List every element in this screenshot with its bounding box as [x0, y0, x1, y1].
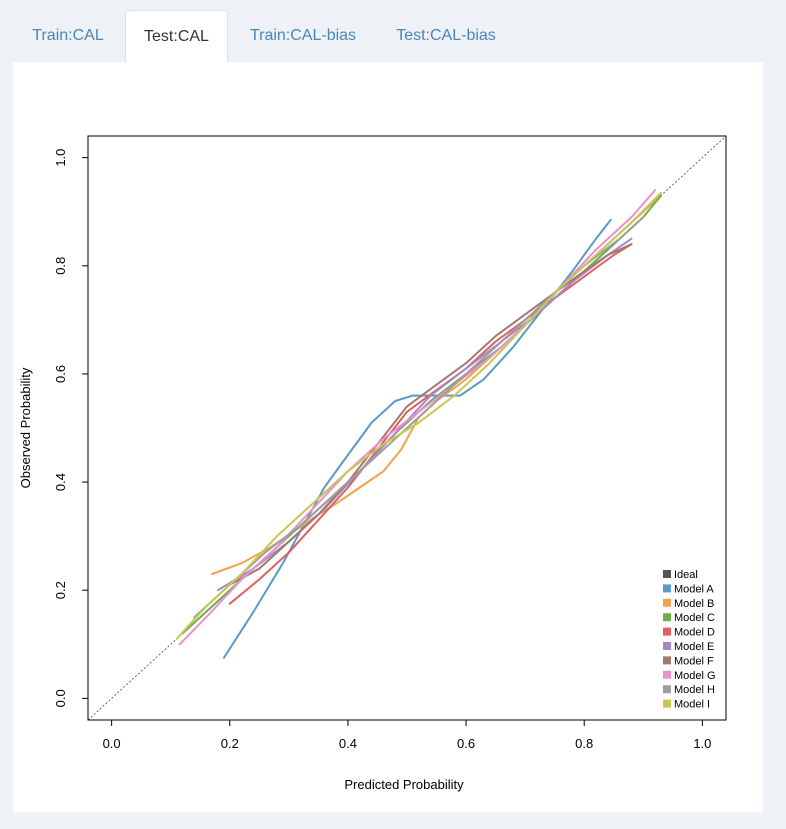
legend-label-model-e: Model E — [674, 641, 714, 653]
y-tick-label-0-0: 0.0 — [53, 689, 68, 707]
series-layer — [175, 189, 662, 659]
series-line-model-g — [178, 189, 657, 646]
legend-label-ideal: Ideal — [674, 569, 698, 581]
legend-label-model-h: Model H — [674, 684, 715, 696]
series-line-model-f — [228, 243, 633, 586]
tab-train-cal-bias[interactable]: Train:CAL-bias — [249, 27, 357, 44]
legend: Ideal Model A Model B Model C Model D Model E… — [663, 569, 716, 711]
y-tick-label-0-4: 0.4 — [53, 473, 68, 491]
chart-panel: 0.0 0.2 0.4 0.6 0.8 1.0 0.0 0.2 0.4 0.6 0.8 1.0 Pr… — [13, 62, 763, 812]
legend-swatch-model-a — [663, 584, 671, 593]
legend-label-model-i: Model I — [674, 699, 710, 711]
legend-label-model-a: Model A — [674, 583, 714, 595]
legend-swatch-model-g — [663, 670, 671, 679]
legend-swatch-model-i — [663, 699, 671, 708]
x-axis-label: Predicted Probability — [344, 777, 464, 792]
y-axis: 0.0 0.2 0.4 0.6 0.8 1.0 — [53, 149, 88, 707]
series-line-model-e — [217, 237, 633, 592]
x-tick-label-0-0: 0.0 — [103, 736, 121, 751]
tab-test-cal-bias[interactable]: Test:CAL-bias — [396, 27, 496, 44]
y-tick-label-0-8: 0.8 — [53, 257, 68, 275]
legend-swatch-model-h — [663, 685, 671, 694]
legend-swatch-model-d — [663, 627, 671, 636]
x-tick-label-0-4: 0.4 — [339, 736, 357, 751]
x-tick-label-0-8: 0.8 — [575, 736, 593, 751]
x-tick-label-1-0: 1.0 — [693, 736, 711, 751]
x-tick-label-0-2: 0.2 — [221, 736, 239, 751]
y-tick-label-0-6: 0.6 — [53, 365, 68, 383]
legend-swatch-model-f — [663, 656, 671, 665]
series-line-model-i — [175, 191, 662, 640]
tab-test-cal[interactable]: Test:CAL — [125, 10, 228, 63]
calibration-chart: 0.0 0.2 0.4 0.6 0.8 1.0 0.0 0.2 0.4 0.6 0.8 1.0 Pr… — [18, 135, 727, 792]
legend-swatch-model-e — [663, 642, 671, 650]
y-tick-label-1-0: 1.0 — [53, 149, 68, 167]
tab-bar: Train:CAL Test:CAL Train:CAL-bias Test:C… — [0, 0, 786, 63]
x-tick-label-0-6: 0.6 — [457, 736, 475, 751]
legend-swatch-model-c — [663, 613, 671, 622]
series-line-model-d — [228, 243, 633, 605]
x-axis: 0.0 0.2 0.4 0.6 0.8 1.0 — [103, 720, 711, 751]
legend-swatch-ideal — [663, 570, 671, 578]
series-line-model-a — [222, 218, 612, 659]
plot-frame — [87, 135, 727, 721]
legend-label-model-f: Model F — [674, 655, 714, 667]
legend-label-model-c: Model C — [674, 612, 715, 624]
legend-label-model-g: Model G — [674, 670, 716, 682]
y-axis-label: Observed Probability — [18, 367, 33, 488]
legend-swatch-model-b — [663, 598, 671, 607]
tab-train-cal[interactable]: Train:CAL — [32, 27, 104, 44]
legend-label-model-b: Model B — [674, 598, 714, 610]
y-tick-label-0-2: 0.2 — [53, 581, 68, 599]
legend-label-model-d: Model D — [674, 627, 715, 639]
